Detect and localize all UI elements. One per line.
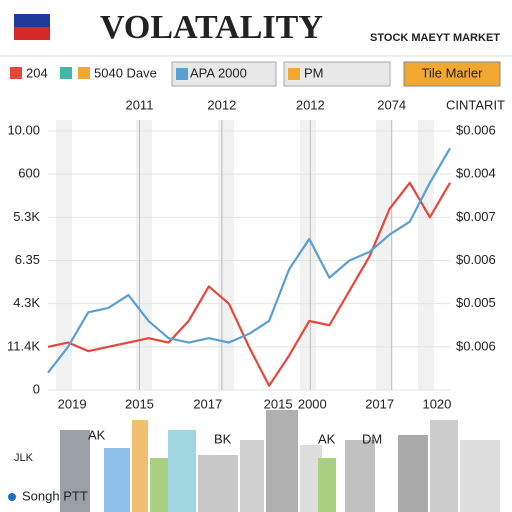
legend-label: APA 2000	[190, 65, 247, 80]
title: VOLATALITY	[100, 9, 323, 46]
city-label: AK	[318, 431, 336, 446]
line	[47, 147, 451, 374]
legend-swatch	[288, 68, 300, 80]
x-tick-label: 1020	[422, 396, 451, 411]
legend-box	[283, 61, 391, 87]
footer-icon	[8, 493, 16, 501]
x-tick-label: 2015	[125, 396, 154, 411]
legend-label: Tile Marler	[422, 65, 484, 80]
y-tick-label: 0	[33, 381, 40, 396]
flag-stripe	[14, 27, 50, 40]
x2-tick-label: 2012	[296, 97, 325, 112]
y2-tick-label: $0.007	[456, 209, 496, 224]
legend-swatch	[78, 67, 90, 79]
y-tick-label: 11.4K	[7, 338, 40, 353]
city-label: DM	[362, 431, 382, 446]
x-tick-label: 2019	[58, 396, 87, 411]
legend-box	[171, 61, 277, 87]
x-tick-label: 2017	[365, 396, 394, 411]
legend-label: PM	[304, 65, 324, 80]
legend-swatch	[176, 68, 188, 80]
skyline: AK BK AK DM JLK	[14, 410, 500, 512]
y-tick-label: 600	[18, 166, 40, 181]
y2-tick-label: $0.006	[456, 252, 496, 267]
y2-tick-label: $0.004	[456, 166, 496, 181]
legend-swatch	[10, 67, 22, 79]
x-tick-label: 2015	[264, 396, 293, 411]
x2-tick-label: 2011	[125, 97, 153, 112]
y-tick-label: 6.35	[15, 252, 40, 267]
city-label: AK	[88, 427, 106, 442]
y2-axis-label: CINTARIT	[446, 97, 505, 112]
x-tick-label: 2000	[298, 396, 327, 411]
x2-tick-label: 2074	[377, 97, 406, 112]
legend-label: 5040 Dave	[94, 65, 157, 80]
legend-label: 204	[26, 65, 48, 80]
y-tick-label: 10.00	[7, 122, 40, 137]
x-tick-label: 2017	[193, 396, 222, 411]
y2-tick-label: $0.006	[456, 338, 496, 353]
city-label: JLK	[14, 452, 34, 464]
y2-tick-label: $0.005	[456, 295, 496, 310]
line	[47, 181, 451, 387]
city-label: BK	[214, 431, 232, 446]
legend-swatch	[60, 67, 72, 79]
y-tick-label: 5.3K	[13, 209, 40, 224]
legend-box	[403, 61, 501, 87]
subtitle: STOCK MAEYT MARKET	[370, 32, 500, 44]
footer: Songh PTT	[22, 488, 88, 503]
y2-tick-label: $0.006	[456, 122, 496, 137]
x2-tick-label: 2012	[207, 97, 236, 112]
y-tick-label: 4.3K	[13, 295, 40, 310]
